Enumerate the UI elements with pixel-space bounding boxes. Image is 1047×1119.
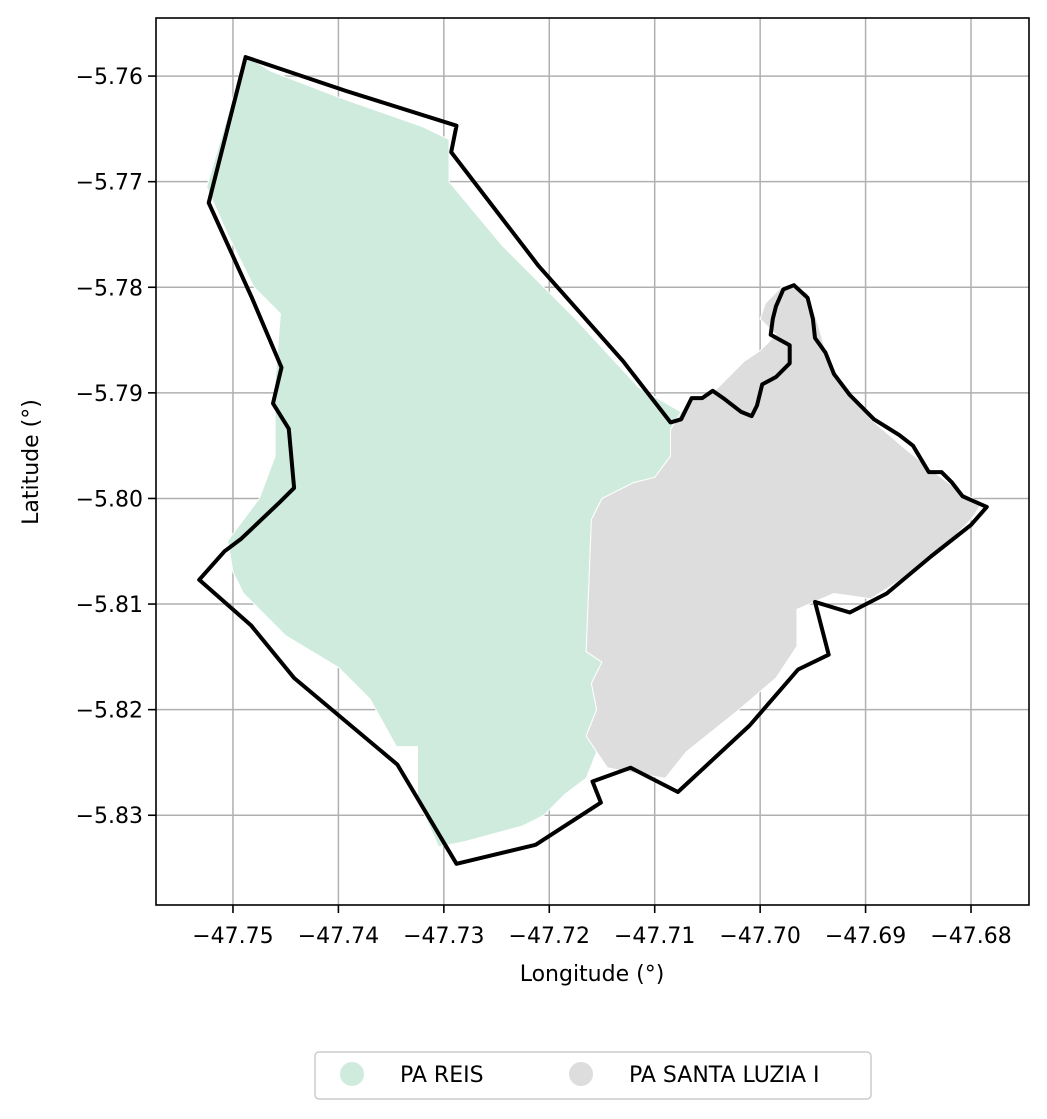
- x-tick-label-2: −47.73: [403, 924, 484, 949]
- plot-area: −47.75 −47.74 −47.73 −47.72 −47.71 −47.70 −47.…: [76, 17, 1030, 949]
- region-pa-reis: [206, 54, 682, 848]
- x-tick-label-3: −47.72: [509, 924, 590, 949]
- x-tick-label-5: −47.70: [719, 924, 800, 949]
- x-tick-label-0: −47.75: [192, 924, 273, 949]
- tick-layer: −47.75 −47.74 −47.73 −47.72 −47.71 −47.70 −47.…: [76, 65, 1012, 949]
- legend-label-pa-reis: PA REIS: [400, 1063, 484, 1088]
- boundary-outline: [197, 55, 989, 866]
- legend-label-pa-santa-luzia-i: PA SANTA LUZIA I: [629, 1063, 820, 1088]
- legend: PA REIS PA SANTA LUZIA I: [314, 1051, 872, 1100]
- legend-marker-pa-reis: [340, 1062, 364, 1086]
- y-axis-label: Latitude (°): [19, 399, 44, 525]
- y-tick-label-7: −5.83: [76, 804, 143, 829]
- x-tick-label-4: −47.71: [614, 924, 695, 949]
- axes-frame: [155, 17, 1030, 906]
- x-axis-label: Longitude (°): [520, 962, 665, 987]
- legend-marker-pa-santa-luzia-i: [569, 1062, 593, 1086]
- y-tick-label-5: −5.81: [76, 593, 143, 618]
- legend-frame: [314, 1051, 872, 1100]
- y-tick-label-2: −5.78: [76, 276, 143, 301]
- y-tick-label-3: −5.79: [76, 382, 143, 407]
- x-tick-label-1: −47.74: [298, 924, 379, 949]
- y-tick-label-0: −5.76: [76, 65, 143, 90]
- x-tick-label-7: −47.68: [930, 924, 1011, 949]
- y-tick-label-6: −5.82: [76, 699, 143, 724]
- y-tick-label-1: −5.77: [76, 171, 143, 196]
- y-tick-label-4: −5.80: [76, 487, 143, 512]
- x-tick-label-6: −47.69: [825, 924, 906, 949]
- boundary-layer: [197, 55, 989, 866]
